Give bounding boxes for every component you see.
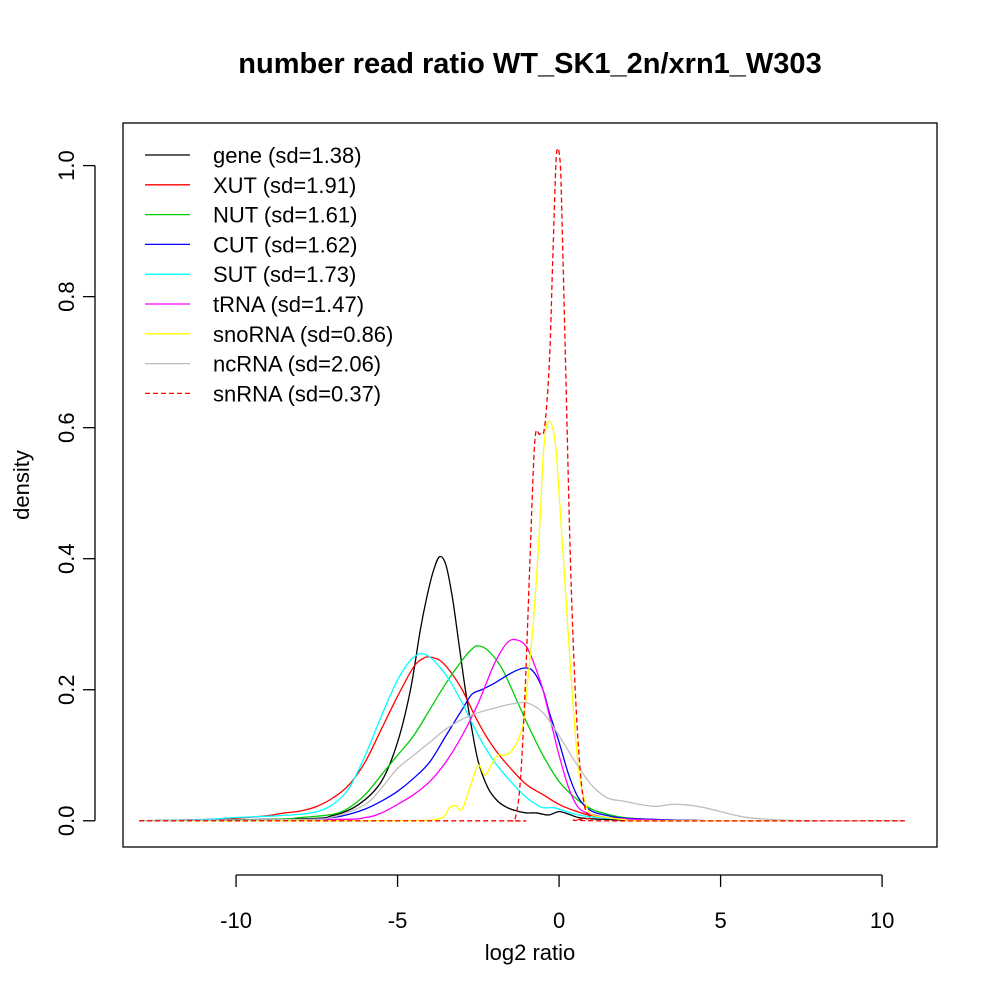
legend-label-1: XUT (sd=1.91)	[213, 173, 356, 198]
legend-label-6: snoRNA (sd=0.86)	[213, 322, 393, 347]
legend-label-3: CUT (sd=1.62)	[213, 232, 357, 257]
legend: gene (sd=1.38) XUT (sd=1.91) NUT (sd=1.61)…	[145, 143, 393, 406]
y-tick-label: 0.0	[54, 805, 79, 836]
legend-label-7: ncRNA (sd=2.06)	[213, 352, 381, 377]
chart-title: number read ratio WT_SK1_2n/xrn1_W303	[238, 48, 821, 80]
x-axis-label: log2 ratio	[485, 940, 576, 965]
series-line-6	[139, 420, 905, 822]
series-line-2	[139, 645, 905, 822]
legend-label-2: NUT (sd=1.61)	[213, 203, 357, 228]
series-line-0	[139, 555, 905, 822]
legend-label-8: snRNA (sd=0.37)	[213, 381, 381, 406]
series-line-4	[139, 652, 905, 822]
x-tick-label: -10	[220, 908, 252, 933]
y-tick-label: 0.8	[54, 281, 79, 312]
legend-label-4: SUT (sd=1.73)	[213, 262, 356, 287]
series-line-3	[139, 667, 905, 822]
x-axis: -10 -5 0 5 10	[220, 874, 894, 933]
y-tick-label: 0.6	[54, 412, 79, 443]
x-tick-label: 0	[553, 908, 565, 933]
series-line-8	[139, 147, 905, 823]
y-tick-label: 1.0	[54, 150, 79, 181]
x-tick-label: -5	[388, 908, 408, 933]
series-line-7	[139, 701, 905, 822]
legend-label-5: tRNA (sd=1.47)	[213, 292, 364, 317]
legend-label-0: gene (sd=1.38)	[213, 143, 362, 168]
y-axis-label: density	[9, 450, 34, 520]
x-tick-label: 10	[870, 908, 894, 933]
plot-frame	[122, 122, 938, 848]
y-tick-label: 0.2	[54, 674, 79, 705]
y-tick-label: 0.4	[54, 543, 79, 574]
series-line-1	[139, 656, 905, 822]
series-layer	[139, 147, 905, 823]
x-tick-label: 5	[714, 908, 726, 933]
y-axis: 0.0 0.2 0.4 0.6 0.8 1.0	[54, 150, 96, 836]
